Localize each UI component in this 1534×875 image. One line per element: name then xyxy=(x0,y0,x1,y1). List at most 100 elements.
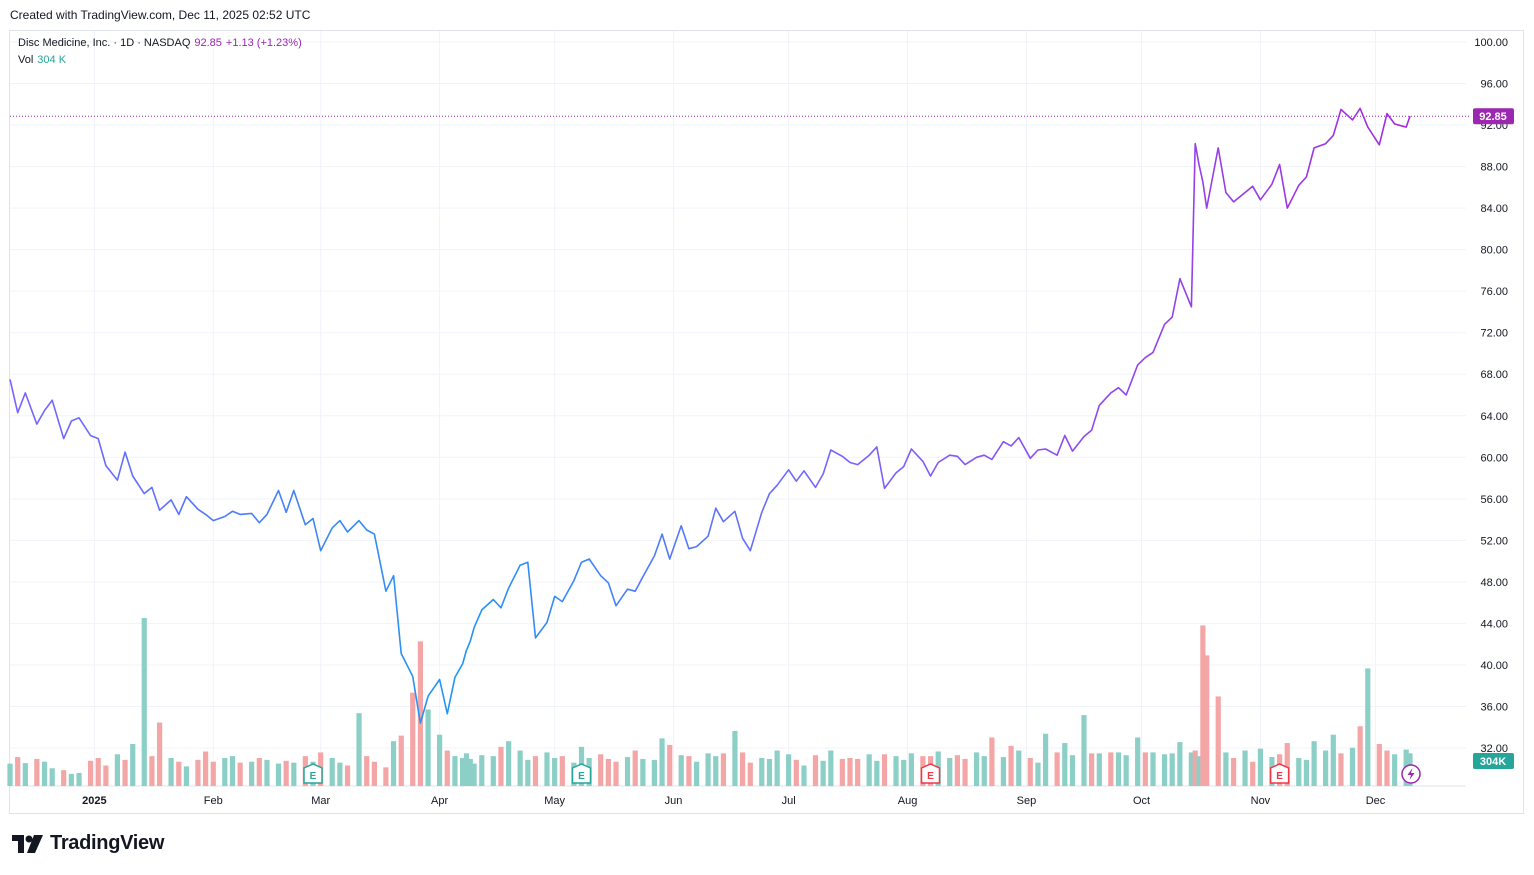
y-tick-label: 76.00 xyxy=(1480,286,1508,298)
earnings-marker-shape xyxy=(920,763,941,784)
volume-bar xyxy=(337,762,343,786)
volume-bar xyxy=(624,757,631,786)
volume-bar xyxy=(1161,754,1168,786)
legend-volume-value: 304 K xyxy=(37,54,67,66)
volume-bar xyxy=(1062,743,1068,786)
volume-bar xyxy=(364,756,370,786)
earnings-marker[interactable]: E xyxy=(1269,763,1290,784)
volume-bar xyxy=(410,692,416,786)
earnings-marker[interactable]: E xyxy=(303,763,323,784)
volume-bar xyxy=(383,767,389,786)
legend-volume-label: Vol xyxy=(18,54,34,66)
x-tick-label: Jul xyxy=(782,795,796,807)
volume-bar xyxy=(1027,758,1033,786)
volume-bar xyxy=(1303,759,1310,786)
volume-bar xyxy=(1392,754,1398,786)
volume-bar xyxy=(1054,752,1060,786)
volume-bar xyxy=(506,741,512,786)
earnings-marker-label: E xyxy=(310,771,317,782)
y-tick-label: 88.00 xyxy=(1480,162,1508,174)
legend-volume-row: Vol 304 K xyxy=(18,52,302,69)
volume-bar xyxy=(61,770,67,786)
volume-bar xyxy=(1043,733,1049,786)
volume-bar xyxy=(1250,761,1256,786)
volume-bar xyxy=(1016,750,1022,786)
earnings-marker[interactable]: E xyxy=(920,763,941,784)
volume-bar xyxy=(356,713,362,786)
volume-bar xyxy=(222,758,228,786)
earnings-marker-label: E xyxy=(1276,771,1283,782)
volume-bar xyxy=(1108,752,1114,786)
volume-bar xyxy=(732,730,738,786)
volume-bar xyxy=(954,755,960,786)
volume-bar xyxy=(283,760,289,786)
y-tick-label: 100.00 xyxy=(1474,37,1508,49)
legend-price: 92.85 xyxy=(194,37,222,49)
volume-bar xyxy=(344,765,351,786)
volume-bar xyxy=(490,756,496,786)
volume-bar xyxy=(881,754,888,786)
earnings-marker-shape xyxy=(571,763,592,784)
volume-bar xyxy=(1188,752,1194,786)
y-tick-label: 84.00 xyxy=(1480,203,1508,215)
volume-bar xyxy=(1123,755,1129,786)
volume-bar xyxy=(720,753,727,786)
x-tick-label: Sep xyxy=(1017,795,1037,807)
y-tick-label: 56.00 xyxy=(1480,494,1508,506)
volume-bar xyxy=(678,755,684,786)
volume-bar xyxy=(156,722,163,786)
volume-bar xyxy=(1169,753,1175,786)
y-tick-label: 80.00 xyxy=(1480,245,1508,257)
volume-bar xyxy=(425,709,431,786)
y-tick-label: 32.00 xyxy=(1480,743,1508,755)
earnings-marker-shape xyxy=(1269,763,1290,784)
volume-bar xyxy=(436,734,443,786)
volume-bar xyxy=(847,758,853,786)
volume-bar xyxy=(766,758,773,786)
volume-bar xyxy=(463,753,470,786)
volume-bar xyxy=(291,762,297,786)
legend-symbol: Disc Medicine, Inc. · 1D · NASDAQ xyxy=(18,37,191,49)
volume-bar xyxy=(87,760,94,786)
volume-bar xyxy=(605,758,611,786)
volume-bar xyxy=(651,759,657,786)
volume-bar xyxy=(203,751,209,786)
volume-bar xyxy=(1000,757,1007,786)
volume-bar xyxy=(1035,762,1041,786)
volume-bar xyxy=(168,758,174,786)
volume-bar xyxy=(981,756,987,786)
x-tick-label: 2025 xyxy=(82,795,106,807)
volume-bar xyxy=(176,761,182,786)
volume-bar xyxy=(640,758,646,786)
volume-bar xyxy=(962,758,968,786)
last-price-tag-label: 92.85 xyxy=(1479,111,1507,123)
volume-bar xyxy=(517,750,523,786)
volume-bar xyxy=(525,759,531,786)
tradingview-logo[interactable]: TradingView xyxy=(12,832,164,855)
volume-bar xyxy=(41,761,48,786)
earnings-marker-label: E xyxy=(578,771,585,782)
volume-bar xyxy=(95,758,101,786)
volume-bar xyxy=(256,758,262,786)
volume-bar xyxy=(1204,655,1210,786)
volume-bar xyxy=(947,758,953,786)
earnings-marker[interactable]: E xyxy=(571,763,592,784)
volume-bar xyxy=(1115,752,1122,786)
last-volume-tag xyxy=(1473,753,1514,769)
volume-bar xyxy=(1177,742,1183,786)
volume-bar xyxy=(275,763,282,786)
volume-bar xyxy=(1257,748,1264,786)
volume-bar xyxy=(828,750,834,786)
volume-bar xyxy=(1142,752,1148,786)
volume-bar xyxy=(820,760,826,786)
volume-bar xyxy=(1069,755,1076,786)
volume-bar xyxy=(855,758,861,786)
volume-bar xyxy=(874,760,880,786)
volume-bar xyxy=(1338,753,1344,786)
volume-bar xyxy=(141,618,147,786)
volume-bar xyxy=(49,768,55,786)
lightning-icon[interactable] xyxy=(1401,764,1421,784)
volume-bar xyxy=(417,641,424,786)
